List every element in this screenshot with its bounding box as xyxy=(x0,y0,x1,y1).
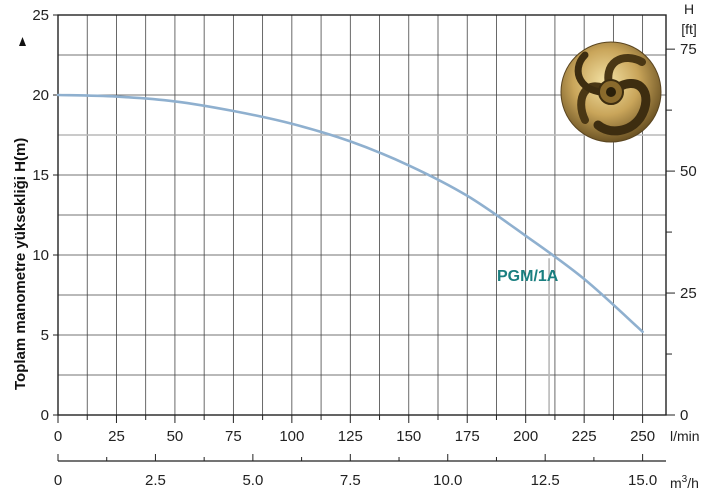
x-tick-label: 25 xyxy=(108,428,125,445)
x2-tick-label: 12.5 xyxy=(531,472,560,489)
reference-lines xyxy=(58,134,666,415)
y-right-label-h: H xyxy=(684,1,694,17)
x2-tick-label: 0 xyxy=(54,472,62,489)
y-right-label-unit: [ft] xyxy=(681,21,697,37)
x-tick-label: 75 xyxy=(225,428,242,445)
x2-tick-label: 5.0 xyxy=(242,472,263,489)
y-right-tick-label: 0 xyxy=(680,407,688,424)
plot-frame xyxy=(57,14,667,416)
y-right-tick-label: 50 xyxy=(680,163,697,180)
x-tick-label: 50 xyxy=(167,428,184,445)
x-tick-label: 200 xyxy=(513,428,538,445)
y-tick-label: 10 xyxy=(32,247,49,264)
x-tick-label: 150 xyxy=(396,428,421,445)
y-tick-label: 25 xyxy=(32,7,49,24)
x-tick-label: 0 xyxy=(54,428,62,445)
x-tick-label: 225 xyxy=(572,428,597,445)
y-right-tick-label: 75 xyxy=(680,41,697,58)
x-unit-label: l/min xyxy=(670,428,700,444)
x2-tick-label: 2.5 xyxy=(145,472,166,489)
y-tick-label: 20 xyxy=(32,87,49,104)
series-line-0 xyxy=(56,93,644,334)
x-tick-label: 100 xyxy=(279,428,304,445)
series-layer xyxy=(56,93,644,334)
text-layer: PGM/1A H [ft] l/min m3/h Toplam manometr… xyxy=(12,1,700,491)
x2-tick-label: 10.0 xyxy=(433,472,462,489)
y-tick-label: 15 xyxy=(32,167,49,184)
series-label-pgm1a: PGM/1A xyxy=(497,268,559,285)
y-tick-label: 5 xyxy=(41,327,49,344)
x2-unit-label: m3/h xyxy=(670,474,699,491)
y-axis-arrow-icon xyxy=(19,37,26,46)
y-right-tick-label: 25 xyxy=(680,285,697,302)
y-tick-label: 0 xyxy=(41,407,49,424)
x-tick-label: 125 xyxy=(338,428,363,445)
y-axis-label: Toplam manometre yüksekliği H(m) xyxy=(12,138,29,390)
x-tick-label: 175 xyxy=(455,428,480,445)
impeller-image xyxy=(560,41,662,143)
x2-tick-label: 7.5 xyxy=(340,472,361,489)
x-tick-label: 250 xyxy=(630,428,655,445)
x2-tick-label: 15.0 xyxy=(628,472,657,489)
